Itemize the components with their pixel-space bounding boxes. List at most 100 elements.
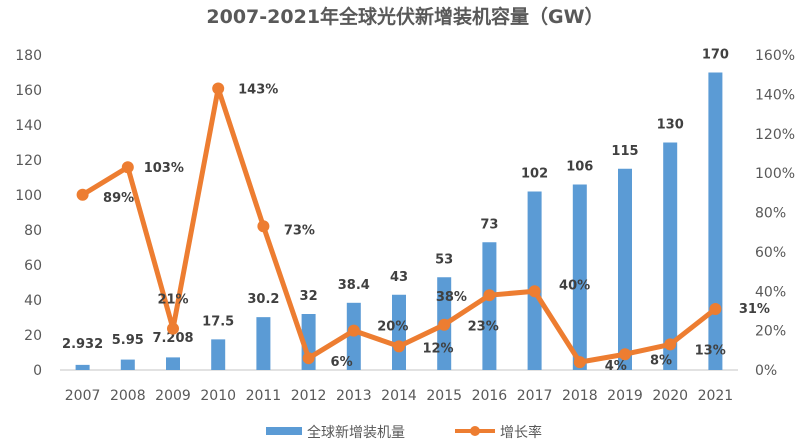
- line-marker: [664, 338, 677, 351]
- bar-data-label: 170: [702, 48, 729, 63]
- line-marker: [212, 82, 225, 95]
- bar-data-label: 102: [521, 167, 548, 182]
- bar-data-label: 115: [611, 144, 638, 159]
- legend-marker-line: [470, 426, 480, 436]
- x-tick-label: 2012: [291, 388, 327, 404]
- line-data-label: 89%: [103, 191, 134, 206]
- legend-label-line: 增长率: [500, 424, 542, 441]
- line-data-label: 8%: [650, 353, 672, 368]
- bar: [618, 168, 632, 370]
- line-data-label: 38%: [436, 290, 467, 305]
- line-marker: [438, 318, 451, 331]
- legend-label-bar: 全球新增装机量: [307, 424, 405, 441]
- x-tick-label: 2018: [562, 388, 598, 404]
- bar: [482, 242, 497, 370]
- line-marker: [302, 352, 315, 365]
- x-tick-label: 2007: [65, 388, 101, 404]
- x-tick-label: 2014: [381, 388, 417, 404]
- chart-title: 2007-2021年全球光伏新增装机容量（GW）: [206, 5, 603, 28]
- line-data-label: 143%: [238, 82, 278, 97]
- y2-tick-label: 60%: [755, 245, 786, 261]
- line-marker: [528, 285, 541, 298]
- y2-tick-label: 0%: [755, 363, 777, 379]
- y-tick-label: 160: [15, 83, 42, 99]
- y-axis-right: 0% 20% 40% 60% 80% 100% 120% 140% 160%: [755, 48, 795, 379]
- y-tick-label: 80: [24, 223, 42, 239]
- bar-data-label: 2.932: [62, 337, 103, 352]
- x-tick-label: 2016: [472, 388, 508, 404]
- y-axis-left: 0 20 40 60 80 100 120 140 160 180: [15, 48, 42, 379]
- y2-tick-label: 20%: [755, 324, 786, 340]
- x-tick-label: 2017: [517, 388, 553, 404]
- y2-tick-label: 80%: [755, 206, 786, 222]
- bar-data-labels: 2.932 5.95 7.208 17.5 30.2 32 38.4 43 53 73 102 106…: [62, 48, 729, 353]
- x-tick-label: 2010: [200, 388, 236, 404]
- bar-data-label: 38.4: [338, 278, 370, 293]
- bar-data-label: 30.2: [247, 292, 279, 307]
- legend-swatch-bar: [266, 427, 302, 435]
- y-tick-label: 60: [24, 258, 42, 274]
- line-marker: [121, 161, 134, 174]
- line-data-label: 6%: [331, 355, 353, 370]
- bar: [527, 191, 542, 370]
- x-tick-label: 2013: [336, 388, 372, 404]
- bar: [75, 364, 90, 370]
- line-data-label: 23%: [468, 320, 499, 335]
- line-data-label: 4%: [605, 359, 627, 374]
- bar-data-label: 130: [657, 118, 684, 133]
- bar-data-label: 7.208: [152, 331, 193, 346]
- line-data-label: 103%: [144, 161, 184, 176]
- bar: [166, 357, 180, 370]
- bar: [572, 184, 587, 370]
- line-data-labels: 89% 103% 21% 143% 73% 6% 20% 12% 23%38% 40% 4% 8% 13…: [103, 82, 770, 374]
- legend: 全球新增装机量 增长率: [266, 424, 542, 441]
- line-marker: [483, 289, 496, 302]
- y-tick-label: 100: [15, 188, 42, 204]
- bar: [120, 359, 135, 370]
- y-tick-label: 0: [33, 363, 42, 379]
- bar-data-label: 106: [566, 160, 593, 175]
- line-marker: [619, 348, 631, 361]
- y-tick-label: 40: [24, 293, 42, 309]
- line-series: [76, 82, 722, 369]
- x-axis: 2007 2008 2009 2010 2011 2012 2013 2014 2015 2016…: [65, 388, 733, 404]
- line-data-label: 40%: [559, 278, 590, 293]
- bar-data-label: 5.95: [112, 333, 144, 348]
- line-marker: [709, 302, 722, 315]
- y2-tick-label: 120%: [755, 127, 795, 143]
- line-marker: [76, 188, 89, 201]
- bar: [663, 142, 678, 370]
- x-tick-label: 2011: [246, 388, 282, 404]
- y-tick-label: 140: [15, 118, 42, 134]
- x-tick-label: 2021: [698, 388, 734, 404]
- bar: [211, 339, 226, 370]
- x-tick-label: 2019: [607, 388, 643, 404]
- bar-data-label: 43: [390, 270, 408, 285]
- y2-tick-label: 40%: [755, 284, 786, 300]
- x-tick-label: 2015: [426, 388, 462, 404]
- y-tick-label: 20: [24, 328, 42, 344]
- bar-data-label: 73: [480, 217, 498, 232]
- bar-data-label: 53: [435, 252, 453, 267]
- line-data-label: 13%: [695, 343, 726, 358]
- bar: [708, 72, 723, 370]
- x-tick-label: 2020: [652, 388, 688, 404]
- line-marker: [167, 322, 179, 335]
- x-tick-label: 2009: [155, 388, 191, 404]
- y2-tick-label: 140%: [755, 87, 795, 103]
- y2-tick-label: 100%: [755, 166, 795, 182]
- line-data-label: 20%: [377, 320, 408, 335]
- line-marker: [393, 340, 405, 353]
- line-data-label: 12%: [422, 341, 453, 356]
- line-marker: [573, 356, 586, 369]
- y-tick-label: 180: [15, 48, 42, 64]
- y2-tick-label: 160%: [755, 48, 795, 64]
- line-data-label: 31%: [739, 302, 770, 317]
- x-tick-label: 2008: [110, 388, 146, 404]
- line-data-label: 21%: [157, 293, 188, 308]
- bar-data-label: 32: [300, 289, 318, 304]
- line-marker: [347, 324, 360, 337]
- bar: [256, 317, 271, 370]
- line-data-label: 73%: [284, 223, 315, 238]
